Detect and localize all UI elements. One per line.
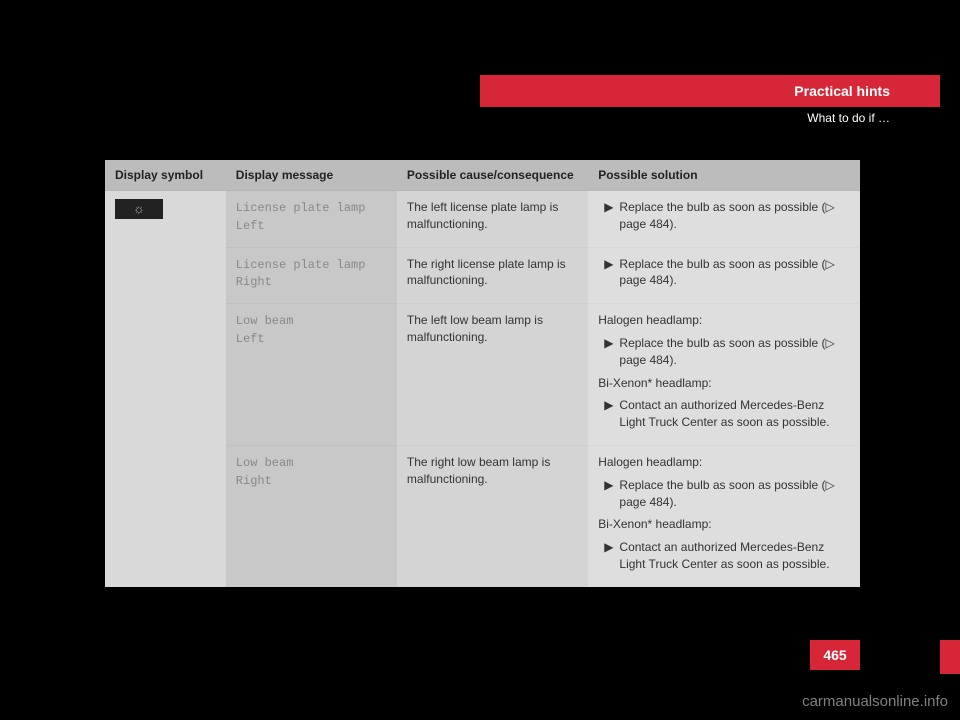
solution-bullet-text: Replace the bulb as soon as possible (▷ … <box>619 199 850 233</box>
cell-message: Low beam Right <box>226 445 397 586</box>
solution-bullet: ▶Replace the bulb as soon as possible (▷… <box>604 256 850 290</box>
page-number-box: 465 <box>810 640 860 670</box>
msg-line1: Low beam <box>236 314 294 328</box>
solution-text: Halogen headlamp: <box>598 454 850 471</box>
table-header-row: Display symbol Display message Possible … <box>105 160 860 191</box>
display-messages-table-wrap: Display symbol Display message Possible … <box>105 160 860 587</box>
solution-bullet-text: Contact an authorized Mercedes-Benz Ligh… <box>619 539 850 573</box>
col-header-symbol: Display symbol <box>105 160 226 191</box>
section-subheader: What to do if … <box>480 107 940 131</box>
cell-solution: ▶Replace the bulb as soon as possible (▷… <box>588 191 860 248</box>
bulb-icon: ☼ <box>115 199 163 219</box>
cell-message: Low beam Left <box>226 304 397 446</box>
triangle-icon: ▶ <box>604 335 613 369</box>
solution-bullet-text: Replace the bulb as soon as possible (▷ … <box>619 477 850 511</box>
cell-solution: ▶Replace the bulb as soon as possible (▷… <box>588 247 860 304</box>
cell-solution: Halogen headlamp: ▶Replace the bulb as so… <box>588 445 860 586</box>
watermark: carmanualsonline.info <box>802 693 948 710</box>
msg-line1: License plate lamp <box>236 258 366 272</box>
section-subtitle: What to do if … <box>807 111 890 125</box>
msg-line2: Left <box>236 332 265 346</box>
col-header-cause: Possible cause/consequence <box>397 160 588 191</box>
page-number: 465 <box>823 647 846 663</box>
cell-cause: The left low beam lamp is malfunctioning… <box>397 304 588 446</box>
msg-line2: Left <box>236 219 265 233</box>
solution-bullet: ▶Contact an authorized Mercedes-Benz Lig… <box>604 397 850 431</box>
section-title: Practical hints <box>794 83 890 99</box>
cell-solution: Halogen headlamp: ▶Replace the bulb as so… <box>588 304 860 446</box>
solution-bullet-text: Replace the bulb as soon as possible (▷ … <box>619 335 850 369</box>
msg-line2: Right <box>236 275 272 289</box>
solution-bullet: ▶Contact an authorized Mercedes-Benz Lig… <box>604 539 850 573</box>
cell-message: License plate lamp Left <box>226 191 397 248</box>
col-header-message: Display message <box>226 160 397 191</box>
triangle-icon: ▶ <box>604 199 613 233</box>
cell-cause: The right license plate lamp is malfunct… <box>397 247 588 304</box>
table-row: ☼ License plate lamp Left The left license … <box>105 191 860 248</box>
solution-bullet: ▶Replace the bulb as soon as possible (▷… <box>604 199 850 233</box>
msg-line2: Right <box>236 474 272 488</box>
section-header: Practical hints <box>480 75 940 107</box>
msg-line1: Low beam <box>236 456 294 470</box>
cell-symbol: ☼ <box>105 191 226 587</box>
triangle-icon: ▶ <box>604 477 613 511</box>
solution-text: Bi-Xenon* headlamp: <box>598 375 850 392</box>
msg-line1: License plate lamp <box>236 201 366 215</box>
solution-text: Bi-Xenon* headlamp: <box>598 516 850 533</box>
triangle-icon: ▶ <box>604 397 613 431</box>
cell-message: License plate lamp Right <box>226 247 397 304</box>
solution-bullet-text: Replace the bulb as soon as possible (▷ … <box>619 256 850 290</box>
side-tab <box>940 640 960 674</box>
solution-bullet-text: Contact an authorized Mercedes-Benz Ligh… <box>619 397 850 431</box>
triangle-icon: ▶ <box>604 256 613 290</box>
display-messages-table: Display symbol Display message Possible … <box>105 160 860 587</box>
solution-text: Halogen headlamp: <box>598 312 850 329</box>
col-header-solution: Possible solution <box>588 160 860 191</box>
triangle-icon: ▶ <box>604 539 613 573</box>
cell-cause: The right low beam lamp is malfunctionin… <box>397 445 588 586</box>
solution-bullet: ▶Replace the bulb as soon as possible (▷… <box>604 335 850 369</box>
solution-bullet: ▶Replace the bulb as soon as possible (▷… <box>604 477 850 511</box>
cell-cause: The left license plate lamp is malfuncti… <box>397 191 588 248</box>
watermark-text: carmanualsonline.info <box>802 693 948 710</box>
